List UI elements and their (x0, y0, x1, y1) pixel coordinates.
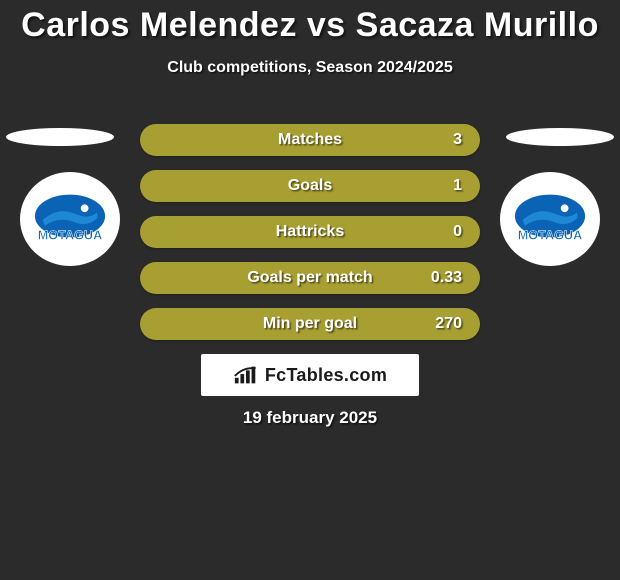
branding-box: FcTables.com (201, 354, 419, 396)
footer-date: 19 february 2025 (0, 408, 620, 428)
stat-value: 0 (453, 223, 462, 241)
stats-list: Matches 3 Goals 1 Hattricks 0 Goals per … (140, 124, 480, 354)
svg-text:MOTAGUA: MOTAGUA (518, 228, 582, 242)
stat-row-hattricks: Hattricks 0 (140, 216, 480, 248)
stat-row-goals-per-match: Goals per match 0.33 (140, 262, 480, 294)
stat-label: Min per goal (140, 315, 480, 333)
stat-row-matches: Matches 3 (140, 124, 480, 156)
stat-label: Goals per match (140, 269, 480, 287)
page-title: Carlos Melendez vs Sacaza Murillo (0, 0, 620, 45)
club-badge-left: MOTAGUA (20, 172, 120, 266)
page-subtitle: Club competitions, Season 2024/2025 (0, 59, 620, 77)
stat-row-goals: Goals 1 (140, 170, 480, 202)
stat-value: 1 (453, 177, 462, 195)
bar-chart-trend-icon (233, 364, 259, 386)
stat-label: Matches (140, 131, 480, 149)
motagua-logo-icon: MOTAGUA (511, 186, 589, 252)
player-photo-placeholder-left (6, 128, 114, 146)
stat-value: 3 (453, 131, 462, 149)
club-badge-right: MOTAGUA (500, 172, 600, 266)
motagua-logo-icon: MOTAGUA (31, 186, 109, 252)
stat-value: 270 (435, 315, 462, 333)
comparison-card: Carlos Melendez vs Sacaza Murillo Club c… (0, 0, 620, 77)
stat-row-min-per-goal: Min per goal 270 (140, 308, 480, 340)
branding-text: FcTables.com (265, 365, 387, 386)
stat-label: Hattricks (140, 223, 480, 241)
stat-label: Goals (140, 177, 480, 195)
svg-text:MOTAGUA: MOTAGUA (38, 228, 102, 242)
stat-value: 0.33 (431, 269, 462, 287)
player-photo-placeholder-right (506, 128, 614, 146)
